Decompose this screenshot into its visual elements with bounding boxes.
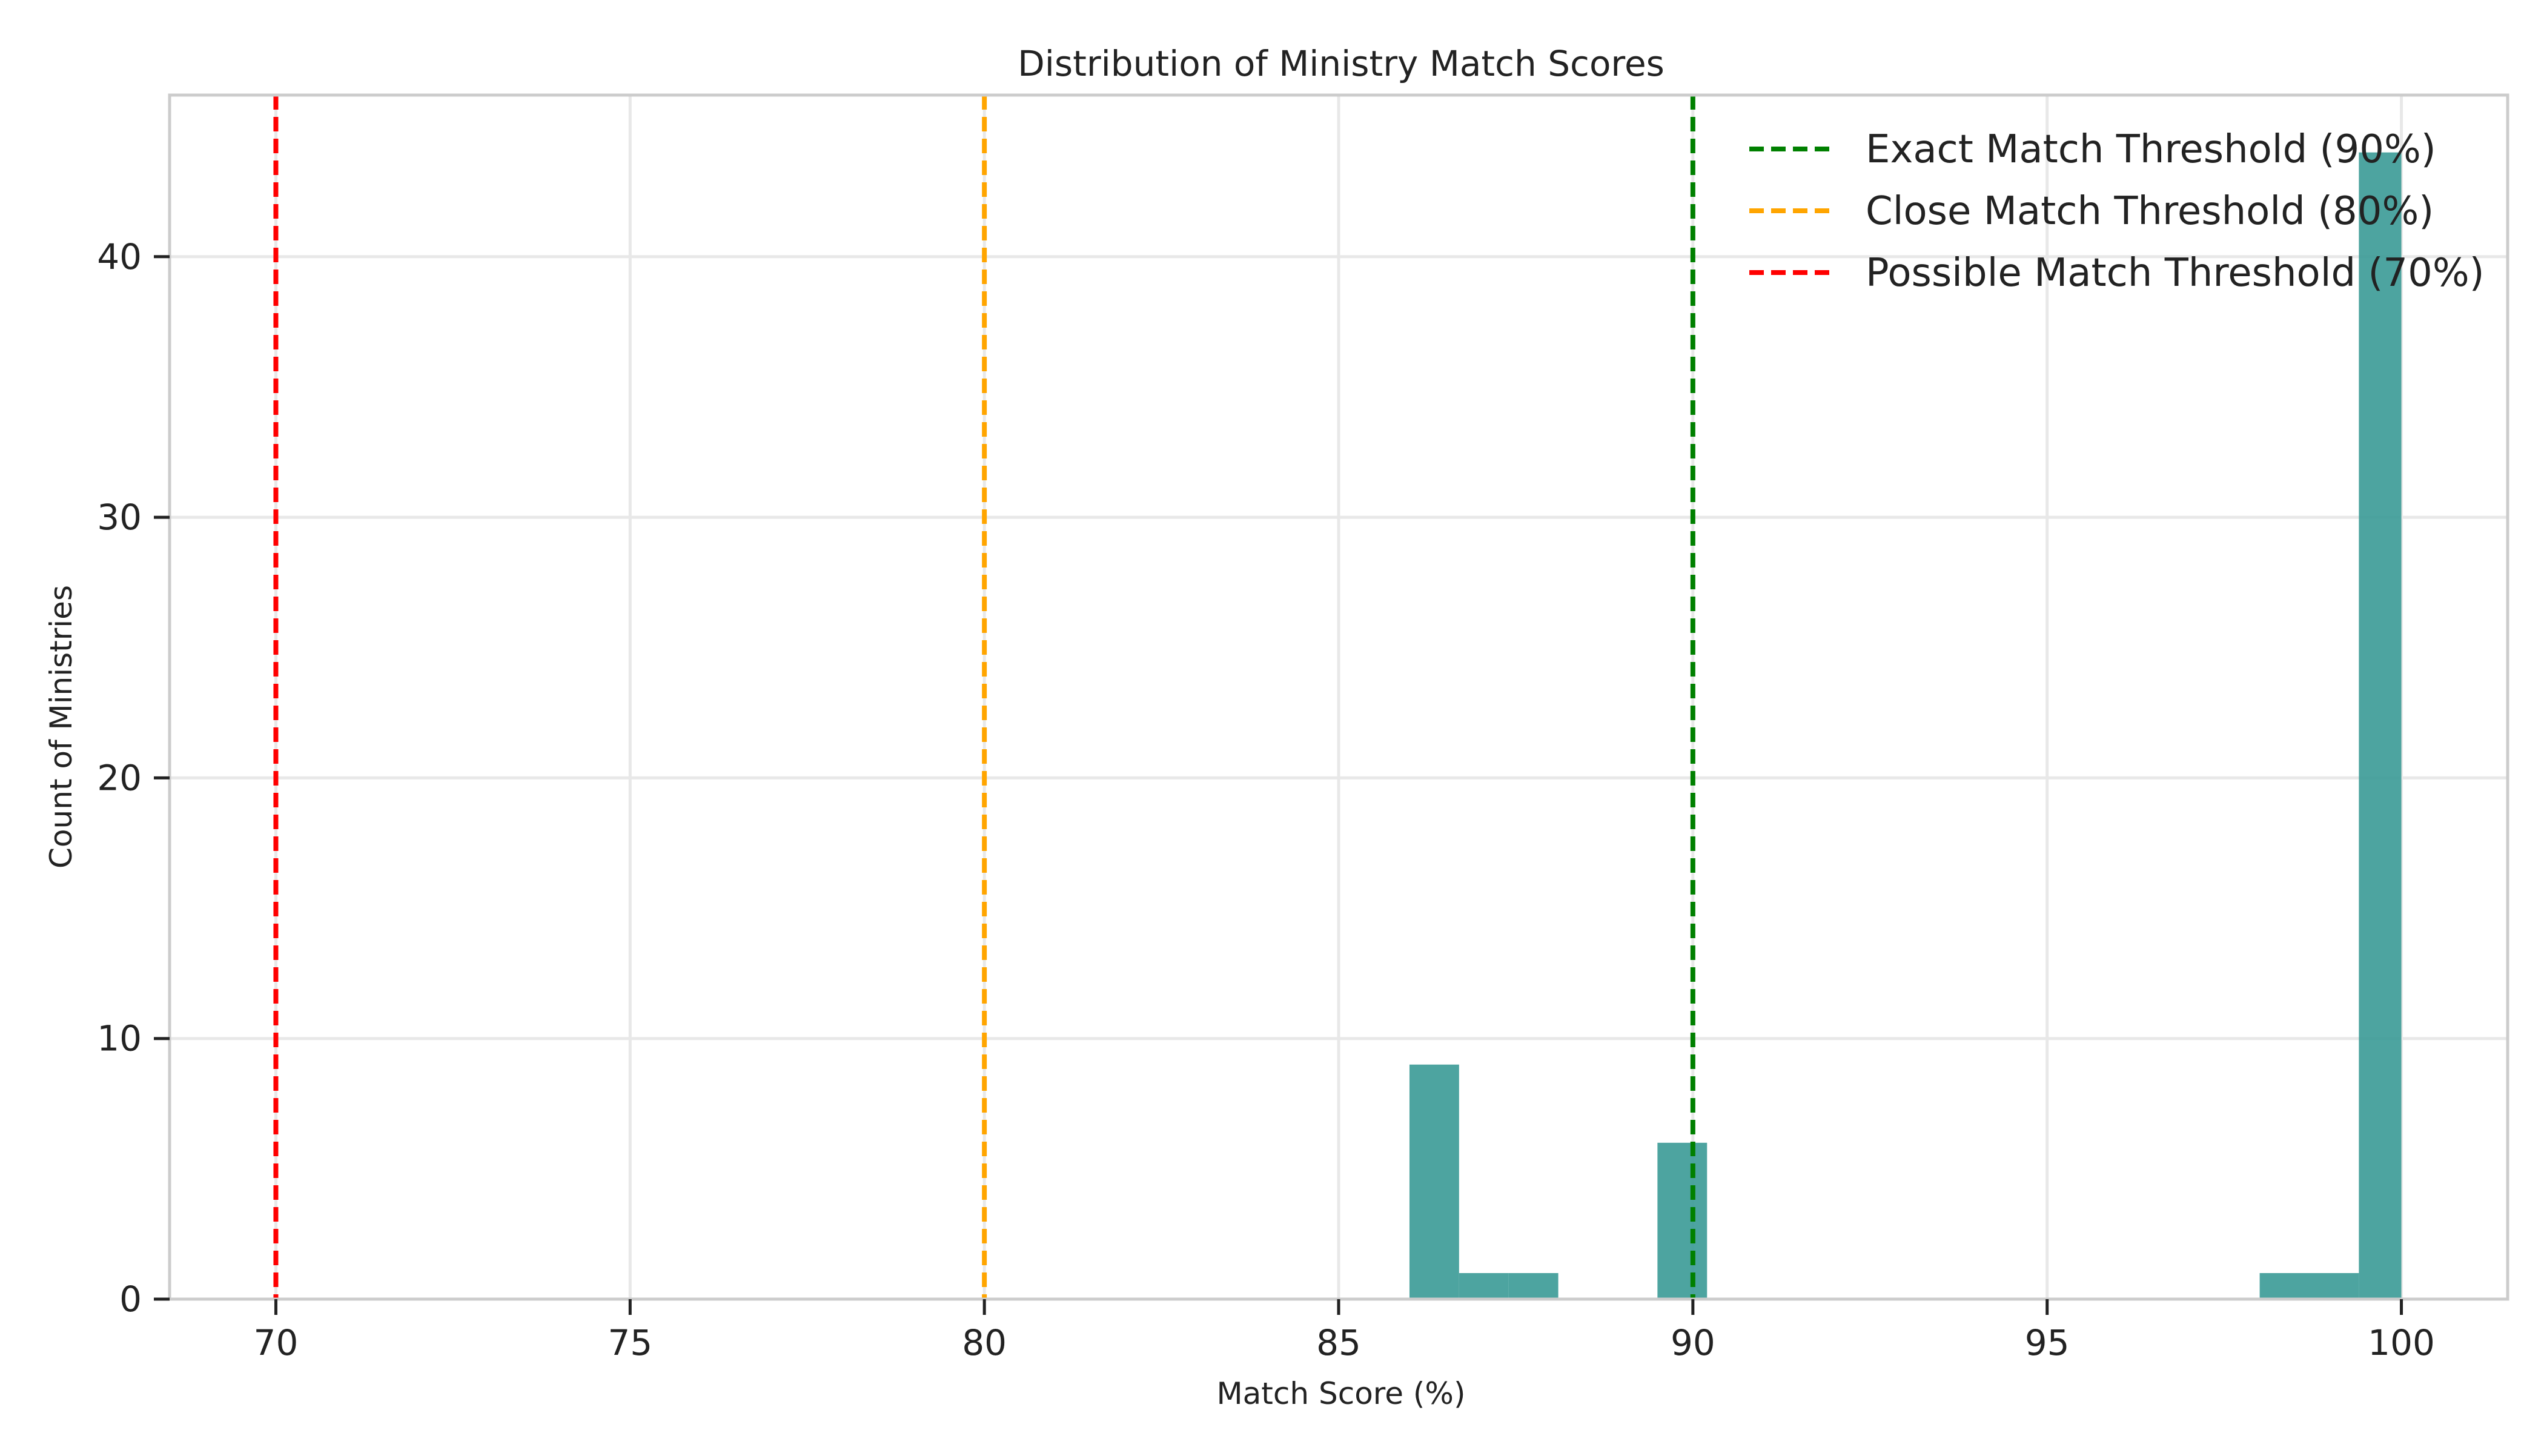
x-tick-label: 85 [1316,1322,1361,1363]
x-tick-label: 95 [2025,1322,2070,1363]
histogram-bar [1459,1272,1509,1299]
threshold-lines [273,95,1695,1299]
histogram-bar [1657,1142,1708,1299]
x-tick-label: 80 [962,1322,1007,1363]
y-tick-label: 20 [97,757,142,798]
chart-title: Distribution of Ministry Match Scores [1018,43,1665,84]
legend-label: Close Match Threshold (80%) [1866,189,2434,234]
x-tick-label: 100 [2368,1322,2435,1363]
y-tick-label: 30 [97,497,142,538]
legend: Exact Match Threshold (90%) Close Match T… [1749,127,2485,296]
y-tick-label: 40 [97,236,142,277]
histogram-bar [2359,152,2402,1300]
x-axis-label: Match Score (%) [1217,1376,1466,1411]
histogram-bar [1508,1272,1559,1299]
y-tick-label: 0 [119,1279,142,1320]
legend-label: Possible Match Threshold (70%) [1866,251,2485,296]
y-tick-label: 10 [97,1018,142,1059]
x-tick-label: 70 [254,1322,299,1363]
histogram-bar [2309,1272,2359,1299]
x-tick-label: 75 [608,1322,652,1363]
x-tick-label: 90 [1671,1322,1715,1363]
legend-label: Exact Match Threshold (90%) [1866,127,2436,172]
axis-ticks: 70 75 80 85 90 95 100 0 10 20 30 40 [97,236,2435,1363]
y-axis-label: Count of Ministries [44,585,79,869]
histogram-bar [2259,1272,2310,1299]
histogram-bar [1409,1064,1459,1299]
histogram-bars [1409,152,2402,1300]
